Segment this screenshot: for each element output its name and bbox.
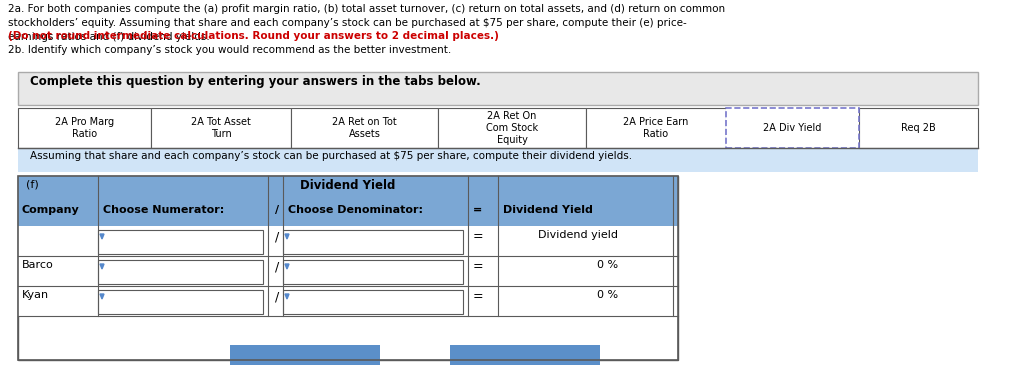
Text: 2A Tot Asset
Turn: 2A Tot Asset Turn [191,117,251,139]
Bar [18,108,152,148]
Text: =: = [473,205,482,215]
Polygon shape [100,234,104,239]
Text: 2A Ret On
Com Stock
Equity: 2A Ret On Com Stock Equity [486,111,538,145]
Bar [283,260,463,284]
Text: 0 %: 0 % [597,260,618,270]
Text: 2a. For both companies compute the (a) profit margin ratio, (b) total asset turn: 2a. For both companies compute the (a) p… [8,4,725,42]
Bar [450,345,600,365]
Bar [283,230,463,254]
Bar [18,176,678,201]
Text: Dividend Yield: Dividend Yield [300,179,395,192]
Text: =: = [473,260,483,273]
Text: /: / [275,205,280,215]
Text: 2A Price Earn
Ratio: 2A Price Earn Ratio [623,117,688,139]
Text: 0 %: 0 % [597,290,618,300]
Bar [283,290,463,314]
Bar [152,108,291,148]
Text: Company: Company [22,205,80,215]
FancyBboxPatch shape [726,108,859,148]
Text: /: / [275,290,280,303]
Text: /: / [275,230,280,243]
Text: Complete this question by entering your answers in the tabs below.: Complete this question by entering your … [30,75,480,88]
Text: Dividend yield: Dividend yield [538,230,618,240]
Text: =: = [473,230,483,243]
Polygon shape [285,264,289,269]
Bar [291,108,438,148]
Text: (f): (f) [26,179,39,189]
Text: Barco: Barco [22,260,53,270]
Bar [98,230,263,254]
Bar [98,260,263,284]
Bar [18,176,678,360]
Text: Choose Numerator:: Choose Numerator: [103,205,224,215]
Text: Choose Denominator:: Choose Denominator: [288,205,423,215]
Text: Assuming that share and each company’s stock can be purchased at $75 per share, : Assuming that share and each company’s s… [30,151,632,161]
Bar [586,108,726,148]
Text: 2A Ret on Tot
Assets: 2A Ret on Tot Assets [333,117,397,139]
Polygon shape [285,234,289,239]
Bar [18,72,978,105]
Text: (Do not round intermediate calculations. Round your answers to 2 decimal places.: (Do not round intermediate calculations.… [8,31,499,41]
Text: Dividend Yield: Dividend Yield [503,205,593,215]
Bar [438,108,586,148]
Text: 2b. Identify which company’s stock you would recommend as the better investment.: 2b. Identify which company’s stock you w… [8,45,452,55]
Text: Req 2B: Req 2B [901,123,936,133]
Text: 2A Div Yield: 2A Div Yield [763,123,821,133]
Bar [230,345,380,365]
Polygon shape [100,294,104,299]
Bar [98,290,263,314]
Bar [18,201,678,226]
Text: =: = [473,290,483,303]
Text: 2A Pro Marg
Ratio: 2A Pro Marg Ratio [55,117,114,139]
Bar [18,286,678,316]
Bar [18,176,678,360]
Bar [18,226,678,256]
Bar [18,256,678,286]
Bar [859,108,978,148]
Text: Kyan: Kyan [22,290,49,300]
Bar [18,148,978,172]
Polygon shape [100,264,104,269]
Polygon shape [285,294,289,299]
Text: /: / [275,260,280,273]
